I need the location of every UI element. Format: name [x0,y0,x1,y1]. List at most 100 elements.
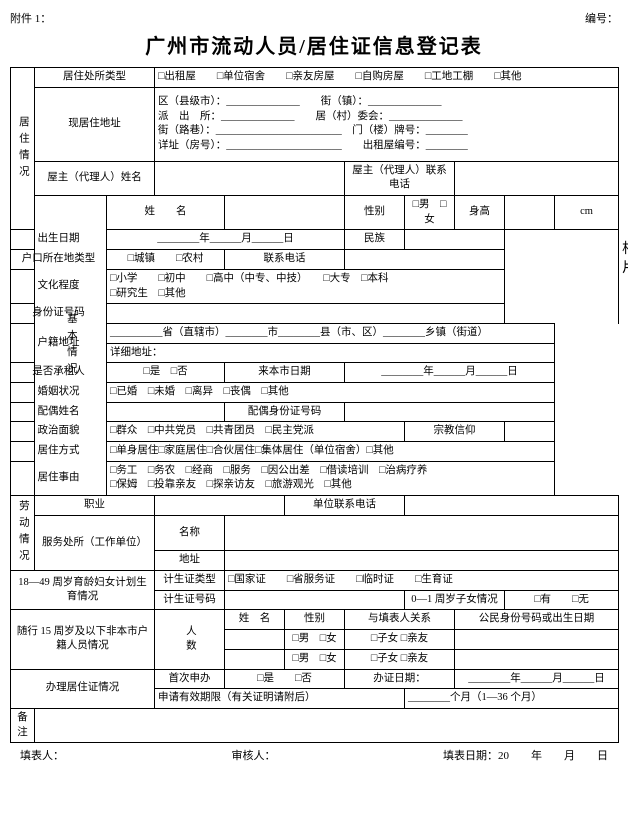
footer-date: 填表日期：20 年 月 日 [443,747,608,763]
edu-opts[interactable]: □小学 □初中 □高中（中专、中技） □大专 □本科 □研究生 □其他 [107,269,505,303]
unit-phone-val[interactable] [405,496,619,516]
unit-phone-label: 单位联系电话 [285,496,405,516]
ethnic-val[interactable] [405,230,505,250]
acc-r1-rel[interactable]: □子女 □亲友 [345,630,455,650]
hukou-addr-val[interactable]: __________省（直辖市）________市________县（市、区）_… [107,323,555,343]
wp-addr-val[interactable] [225,551,619,571]
hukou-detail[interactable]: 详细地址： [107,343,555,363]
spouse-val[interactable] [107,402,225,422]
section-residence: 居住情况 [11,68,35,230]
footer-row: 填表人： 审核人： 填表日期：20 年 月 日 [10,747,618,763]
acc-r1-name[interactable] [225,630,285,650]
live-reason-label: 居住事由 [11,461,107,495]
acc-r1-id[interactable] [455,630,619,650]
tenant-opts[interactable]: □是 □否 [107,363,225,383]
marriage-opts[interactable]: □已婚 □未婚 □离异 □丧偶 □其他 [107,382,555,402]
validity-label: 申请有效期限（有关证明请附后） [155,689,405,709]
accompany-count: 人数 [155,610,225,669]
politics-label: 政治面貌 [11,422,107,442]
acc-r1-sex[interactable]: □男 □女 [285,630,345,650]
wp-addr-label: 地址 [155,551,225,571]
footer-reviewer: 审核人： [232,747,276,763]
apply-label: 办理居住证情况 [11,669,155,708]
acc-h-id: 公民身份号码或出生日期 [455,610,619,630]
phone-label: 联系电话 [225,250,345,270]
arrive-label: 来本市日期 [225,363,345,383]
acc-h-name: 姓 名 [225,610,285,630]
hukou-type-label: 户口所在地类型 [11,250,107,270]
live-mode-label: 居住方式 [11,442,107,462]
id-label: 身份证号码 [11,304,107,324]
arrive-val[interactable]: ________年______月______日 [345,363,555,383]
ethnic-label: 民族 [345,230,405,250]
validity-val[interactable]: ________个月（1—36 个月） [405,689,619,709]
res-addr-block[interactable]: 区（县级市）：______________ 街（镇）：_____________… [155,87,619,161]
main-table: 居住情况 居住处所类型 □出租屋 □单位宿舍 □亲友房屋 □自购房屋 □工地工棚… [10,67,619,743]
child01-label: 0—1 周岁子女情况 [405,590,505,610]
cert-type-opts[interactable]: □国家证 □省服务证 □临时证 □生育证 [225,571,619,591]
name-label: 姓 名 [107,196,225,230]
family-plan-label: 18—49 周岁育龄妇女计划生育情况 [11,571,155,610]
attachment-label: 附件 1： [10,10,51,26]
wp-name-label: 名称 [155,515,225,551]
job-label: 职业 [35,496,155,516]
child01-opts[interactable]: □有 □无 [505,590,619,610]
spouse-id-val[interactable] [345,402,555,422]
res-type-label: 居住处所类型 [35,68,155,88]
res-type-opts[interactable]: □出租屋 □单位宿舍 □亲友房屋 □自购房屋 □工地工棚 □其他 [155,68,619,88]
edu-label: 文化程度 [11,269,107,303]
apply-date-label: 办证日期： [345,669,455,689]
footer-filler: 填表人： [20,747,64,763]
remark-val[interactable] [35,708,619,742]
acc-r2-sex[interactable]: □男 □女 [285,649,345,669]
res-addr-label: 现居住地址 [35,87,155,161]
marriage-label: 婚姻状况 [11,382,107,402]
acc-h-sex: 性别 [285,610,345,630]
height-val[interactable] [505,196,555,230]
tenant-label: 是否承租人 [11,363,107,383]
hukou-type-opts[interactable]: □城镇 □农村 [107,250,225,270]
first-opts[interactable]: □是 □否 [225,669,345,689]
addr-line3: 街（路巷）：________________________ 门（楼）牌号：__… [158,124,615,139]
id-val[interactable] [107,304,505,324]
height-unit: cm [555,196,619,230]
cert-no-val[interactable] [225,590,405,610]
code-label: 编号： [585,10,618,26]
birth-label: 出生日期 [11,230,107,250]
religion-val[interactable] [505,422,555,442]
section-labor: 劳动情况 [11,496,35,571]
sex-opts[interactable]: □男 □女 [405,196,455,230]
wp-name-val[interactable] [225,515,619,551]
spouse-label: 配偶姓名 [11,402,107,422]
acc-r2-name[interactable] [225,649,285,669]
landlord-phone-label: 屋主（代理人）联系电话 [345,161,455,195]
first-label: 首次申办 [155,669,225,689]
apply-date-val[interactable]: ________年______月______日 [455,669,619,689]
cert-no-label: 计生证号码 [155,590,225,610]
sex-label: 性别 [345,196,405,230]
addr-line1: 区（县级市）：______________ 街（镇）：_____________… [158,95,615,110]
landlord-name-label: 屋主（代理人）姓名 [35,161,155,195]
hukou-addr-label: 户籍地址 [11,323,107,362]
acc-h-rel: 与填表人关系 [345,610,455,630]
height-label: 身高 [455,196,505,230]
acc-r2-id[interactable] [455,649,619,669]
cert-type-label: 计生证类型 [155,571,225,591]
job-val[interactable] [155,496,285,516]
landlord-phone-val[interactable] [455,161,619,195]
addr-line4: 详址（房号）：______________________ 出租屋编号：____… [158,139,615,154]
phone-val[interactable] [345,250,505,270]
live-reason-opts[interactable]: □务工 □务农 □经商 □服务 □因公出差 □借读培训 □治病疗养 □保姆 □投… [107,461,555,495]
workplace-label: 服务处所（工作单位） [35,515,155,570]
birth-val[interactable]: ________年______月______日 [107,230,345,250]
religion-label: 宗教信仰 [405,422,505,442]
name-val[interactable] [225,196,345,230]
live-mode-opts[interactable]: □单身居住□家庭居住□合伙居住□集体居住（单位宿舍）□其他 [107,442,555,462]
landlord-name-val[interactable] [155,161,345,195]
spouse-id-label: 配偶身份证号码 [225,402,345,422]
politics-opts[interactable]: □群众 □中共党员 □共青团员 □民主党派 [107,422,405,442]
page-title: 广州市流动人员/居住证信息登记表 [10,30,618,59]
accompany-label: 随行 15 周岁及以下非本市户籍人员情况 [11,610,155,669]
addr-line2: 派 出 所：______________ 居（村）委会：____________… [158,110,615,125]
acc-r2-rel[interactable]: □子女 □亲友 [345,649,455,669]
